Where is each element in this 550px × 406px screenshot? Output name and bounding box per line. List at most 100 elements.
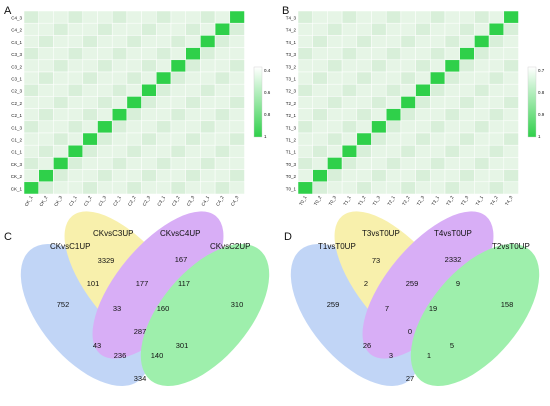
- heatmap-a-cell: [126, 108, 142, 122]
- heatmap-b-cell: [327, 120, 343, 134]
- heatmap-a-col-label: CK_1: [24, 195, 34, 208]
- heatmap-b-cell: [444, 22, 460, 36]
- heatmap-a-cell: [141, 35, 157, 48]
- heatmap-a-cell: [67, 169, 84, 183]
- heatmap-b-cell: [312, 120, 328, 134]
- venn-c-r134: 33: [113, 304, 121, 313]
- heatmap-b-cell: [474, 22, 490, 36]
- heatmap-a-cell: [97, 108, 113, 122]
- heatmap-a-row-label: C2_3: [11, 89, 22, 94]
- heatmap-a-cell: [82, 35, 98, 48]
- heatmap-b-cell: [297, 169, 313, 183]
- heatmap-a-cell: [23, 22, 39, 36]
- heatmap-b-cell: [474, 96, 490, 109]
- heatmap-a-cell: [200, 96, 216, 109]
- heatmap-b-col-label: T4_1: [475, 195, 485, 207]
- venn-c-only4: 167: [175, 255, 188, 264]
- heatmap-a-col-label: C2_3: [142, 195, 152, 207]
- heatmap-b-cell: [385, 144, 402, 158]
- venn-d-set-label-2: T2vsT0UP: [492, 242, 530, 251]
- venn-c-r342: 160: [157, 304, 170, 313]
- heatmap-b-col-label: T1_1: [342, 195, 352, 207]
- heatmap-b-row-label: T2_3: [286, 89, 297, 94]
- heatmap-a-cell: [23, 181, 39, 195]
- heatmap-a-cell: [141, 157, 157, 170]
- heatmap-b-cell: [341, 108, 358, 122]
- heatmap-a-cell: [185, 144, 201, 158]
- venn-c-r34: 177: [136, 279, 149, 288]
- heatmap-a-cell: [229, 108, 245, 122]
- heatmap-a-cell: [126, 169, 142, 183]
- heatmap-b-cell: [430, 157, 446, 170]
- heatmap-b-cell: [444, 59, 460, 73]
- heatmap-a-cell: [156, 96, 172, 109]
- heatmap-b-col-label: T3_2: [445, 195, 455, 207]
- heatmap-b-cell: [400, 108, 416, 122]
- heatmap-a-cell: [214, 144, 231, 158]
- heatmap-a-cell: [111, 157, 128, 170]
- heatmap-a-cell: [156, 132, 172, 146]
- heatmap-a-cell: [229, 96, 245, 109]
- heatmap-a-cell: [170, 132, 186, 146]
- heatmap-b-cell: [371, 22, 387, 36]
- heatmap-a-cell: [97, 35, 113, 48]
- heatmap-a-cell: [126, 157, 142, 170]
- heatmap-a-cell: [82, 47, 98, 61]
- heatmap-b-cell: [297, 108, 313, 122]
- heatmap-a: C4_3 C4_2 C4_1 C3_3 C3_2 C3_1 C2_3 C2_2 C2_1 C1_3…: [11, 10, 245, 208]
- heatmap-b-cell: [400, 132, 416, 146]
- heatmap-a-cell: [170, 108, 186, 122]
- heatmap-a-cell: [141, 96, 157, 109]
- heatmap-b-cell: [474, 59, 490, 73]
- heatmap-a-cell: [200, 22, 216, 36]
- heatmap-b-cell: [444, 71, 460, 85]
- heatmap-b-col-label: T0_1: [298, 195, 308, 207]
- heatmap-b-cell: [312, 71, 328, 85]
- venn-c-set-label-2: CKvsC2UP: [210, 242, 250, 251]
- heatmap-b-cell: [430, 144, 446, 158]
- heatmap-a-cell: [38, 181, 54, 195]
- heatmap-a-cell: [214, 71, 231, 85]
- heatmap-a-cell: [38, 96, 54, 109]
- heatmap-a-cell: [67, 157, 84, 170]
- heatmap-a-row-label: C2_2: [11, 101, 22, 106]
- heatmap-b-cell: [327, 157, 343, 170]
- heatmap-b-cell: [474, 169, 490, 183]
- heatmap-a-cell: [229, 47, 245, 61]
- heatmap-b-cell: [474, 144, 490, 158]
- heatmap-a-col-label: C2_2: [127, 195, 137, 207]
- heatmap-b-cell: [297, 47, 313, 61]
- heatmap-b-cell: [444, 169, 460, 183]
- heatmap-a-cell: [170, 181, 186, 195]
- heatmap-b-cell: [385, 108, 402, 122]
- heatmap-b-cell: [503, 35, 519, 48]
- heatmap-b-cell: [430, 108, 446, 122]
- heatmap-a-col-label: C1_1: [68, 195, 78, 207]
- heatmap-b-cell: [371, 59, 387, 73]
- heatmap-a-cell: [111, 108, 128, 122]
- heatmap-b-cell: [488, 10, 505, 24]
- heatmap-b-cell: [415, 181, 431, 195]
- heatmap-b-cell: [459, 108, 475, 122]
- heatmap-a-cell: [229, 120, 245, 134]
- heatmap-b-col-label: T2_1: [386, 195, 396, 207]
- heatmap-a-cell: [38, 108, 54, 122]
- venn-c-set-4: [92, 211, 224, 359]
- heatmap-a-col-label: C1_3: [97, 195, 107, 207]
- heatmap-b-cell: [459, 22, 475, 36]
- heatmap-b-cell: [474, 71, 490, 85]
- heatmap-b-cell: [327, 47, 343, 61]
- heatmap-b-cell: [503, 47, 519, 61]
- heatmap-a-cell: [23, 132, 39, 146]
- venn-c-set-2: [140, 244, 270, 386]
- heatmap-a-cell: [82, 120, 98, 134]
- heatmap-a-cell: [82, 10, 98, 24]
- heatmap-b-row-label: T3_1: [286, 77, 297, 82]
- venn-d-set-label-3: T3vsT0UP: [362, 229, 400, 238]
- venn-d: T1vsT0UP T3vsT0UP T4vsT0UP T2vsT0UP 259 …: [290, 211, 540, 386]
- heatmap-a-cell: [97, 71, 113, 85]
- heatmap-b-cell: [503, 71, 519, 85]
- heatmap-b-cell: [444, 83, 460, 97]
- heatmap-b-cell: [415, 157, 431, 170]
- heatmap-b-cell: [459, 120, 475, 134]
